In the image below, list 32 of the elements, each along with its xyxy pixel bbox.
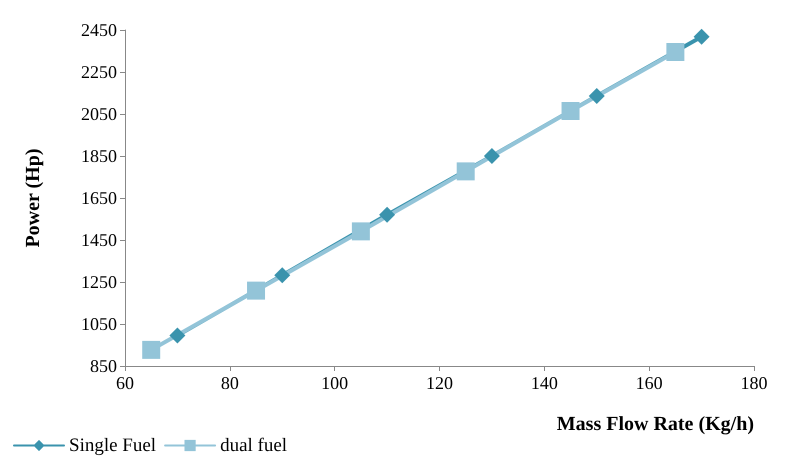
x-tick-label: 100 (321, 373, 348, 393)
y-tick-label: 1250 (81, 272, 117, 292)
x-tick-label: 120 (426, 373, 453, 393)
point (352, 222, 370, 240)
legend-label: dual fuel (220, 435, 288, 456)
point (456, 162, 475, 180)
point (484, 148, 500, 164)
y-axis-title: Power (Hp) (22, 148, 44, 248)
x-axis-title: Mass Flow Rate (Kg/h) (556, 413, 754, 435)
x-tick-label: 180 (740, 373, 768, 393)
y-tick-label: 1850 (81, 146, 117, 166)
y-tick-label: 1450 (81, 230, 117, 250)
y-tick-label: 1050 (81, 314, 117, 334)
x-tick-label: 160 (636, 373, 663, 393)
point (694, 28, 710, 45)
y-tick-label: 850 (90, 356, 117, 376)
y-tick-label: 2050 (81, 104, 117, 124)
y-tick-label: 2250 (81, 62, 117, 82)
point (588, 88, 605, 104)
point (169, 328, 186, 344)
point (142, 340, 160, 359)
point (247, 282, 266, 300)
legend-label: Single Fuel (69, 435, 156, 456)
point (379, 206, 396, 223)
x-tick-label: 140 (530, 373, 558, 393)
y-tick-label: 2450 (81, 20, 117, 40)
x-tick-label: 80 (220, 373, 239, 393)
point (274, 267, 290, 284)
point (562, 102, 580, 120)
y-tick-label: 1650 (81, 188, 117, 208)
x-tick-label: 60 (116, 373, 134, 393)
point (666, 43, 684, 62)
